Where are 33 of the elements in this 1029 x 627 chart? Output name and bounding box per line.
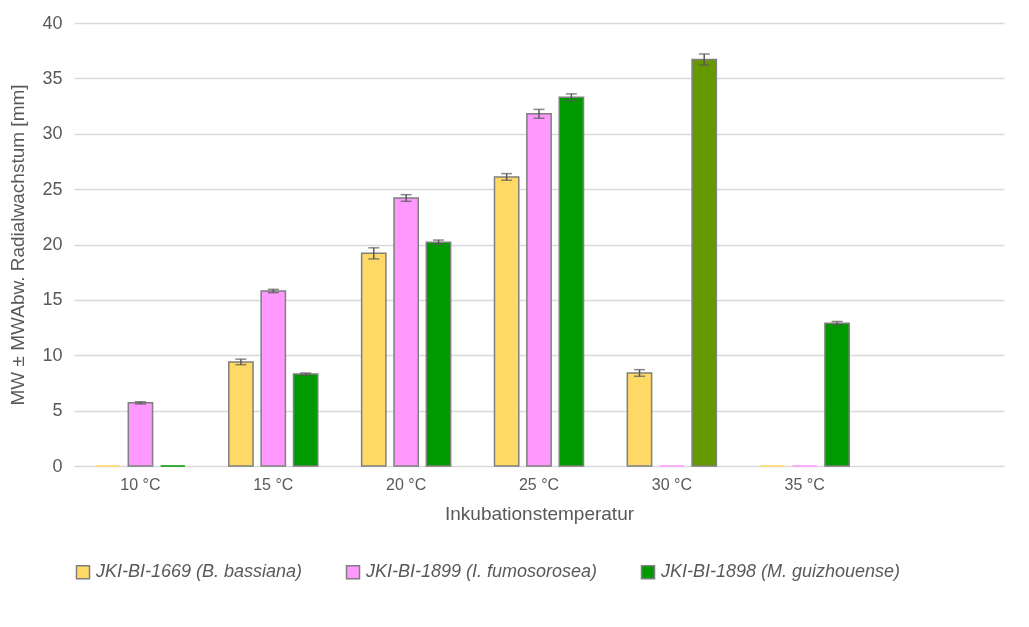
legend-label: JKI-BI-1899 (I. fumosorosea) bbox=[365, 561, 598, 582]
bar bbox=[626, 372, 653, 467]
x-tick-label: 15 °C bbox=[253, 475, 294, 493]
x-axis-title: Inkubationstemperatur bbox=[444, 502, 635, 524]
y-tick-label: 30 bbox=[42, 123, 63, 144]
bar bbox=[691, 58, 718, 467]
bar bbox=[127, 402, 154, 467]
y-axis-title: MW ± MWAbw. Radialwachstum [mm] bbox=[7, 84, 29, 406]
y-tick-label: 10 bbox=[42, 344, 63, 365]
bar bbox=[292, 373, 319, 467]
bar bbox=[260, 290, 287, 467]
bar bbox=[360, 252, 387, 467]
y-tick-label: 0 bbox=[52, 455, 63, 476]
y-tick-label: 35 bbox=[42, 67, 63, 88]
legend-label: JKI-BI-1898 (M. guizhouense) bbox=[660, 561, 901, 582]
y-tick-label: 5 bbox=[52, 400, 63, 421]
bar bbox=[425, 241, 452, 467]
x-tick-label: 25 °C bbox=[518, 475, 560, 493]
bar bbox=[824, 322, 850, 467]
x-tick-label: 30 °C bbox=[651, 475, 692, 493]
bar bbox=[493, 176, 520, 467]
bar bbox=[558, 96, 585, 467]
bar bbox=[526, 113, 552, 467]
y-tick-label: 25 bbox=[42, 178, 63, 199]
y-tick-label: 40 bbox=[42, 12, 63, 33]
x-tick-label: 10 °C bbox=[120, 475, 161, 493]
legend-label: JKI-BI-1669 (B. bassiana) bbox=[95, 561, 303, 582]
y-tick-label: 20 bbox=[42, 234, 63, 254]
bar bbox=[228, 361, 254, 467]
y-tick-label: 15 bbox=[42, 289, 63, 310]
bar bbox=[393, 197, 420, 467]
x-tick-label: 20 °C bbox=[386, 475, 427, 493]
x-tick-label: 35 °C bbox=[784, 475, 825, 493]
